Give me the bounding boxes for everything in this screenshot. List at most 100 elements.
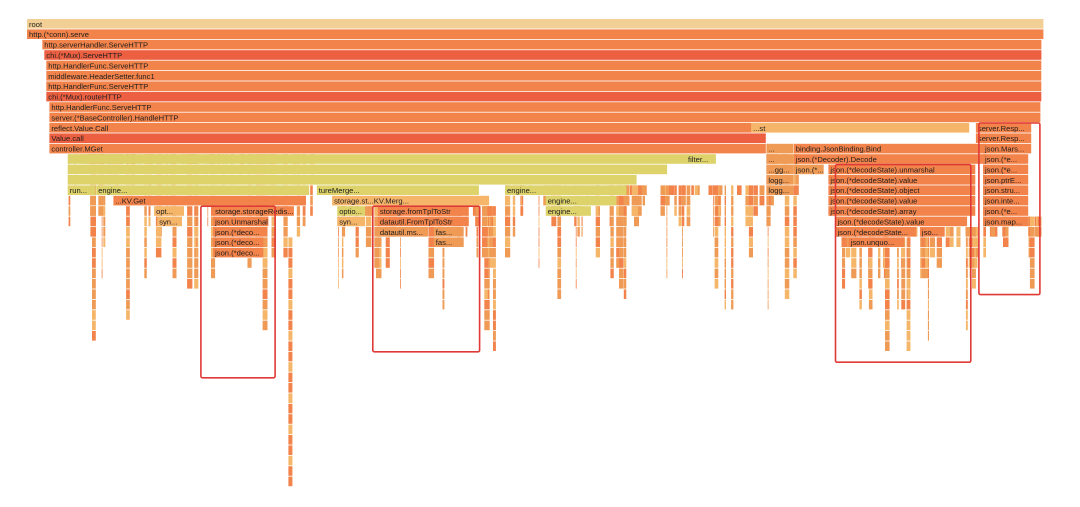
flame-frame[interactable]: json.(*decodeState).value — [828, 175, 976, 185]
flame-leaf-frame — [577, 227, 580, 237]
flame-leaf-frame — [288, 372, 293, 383]
flame-frame[interactable]: json.(*decodeState... — [835, 227, 917, 237]
flame-frame[interactable]: json.(*deco... — [213, 227, 264, 237]
flame-leaf-frame — [355, 247, 359, 258]
flame-frame[interactable]: syn... — [157, 216, 182, 227]
flame-leaf-frame — [271, 237, 276, 247]
flame-frame[interactable]: http.serverHandler.ServeHTTP — [42, 39, 1042, 50]
flame-frame[interactable]: ...KV.Get — [113, 195, 307, 206]
flame-leaf-frame — [574, 216, 577, 227]
flame-leaf-frame — [619, 206, 624, 216]
flame-frame[interactable]: run... — [67, 185, 96, 195]
flame-leaf-frame — [400, 258, 401, 268]
flame-frame[interactable]: tureMerge... — [316, 185, 479, 195]
flame-leaf-frame — [310, 206, 313, 216]
flame-frame[interactable]: filter... — [686, 154, 716, 164]
flame-frame[interactable]: json.Unmarshal — [213, 216, 269, 227]
flame-leaf-frame — [631, 185, 637, 195]
flame-leaf-frame — [784, 206, 790, 216]
flame-frame-label: ...st — [753, 124, 766, 133]
flame-frame[interactable]: json.(*deco... — [213, 247, 264, 258]
flame-leaf-frame — [148, 206, 151, 216]
flame-frame[interactable]: fas... — [433, 227, 464, 237]
flame-leaf-frame — [759, 185, 765, 195]
flame-frame[interactable]: server.Resp... — [975, 123, 1032, 133]
flame-leaf-frame — [288, 289, 293, 299]
flame-leaf-frame — [341, 268, 344, 279]
flame-frame[interactable]: datautil.FromTplToStr — [377, 216, 469, 227]
flame-frame[interactable]: json.(*... — [793, 164, 824, 175]
flame-leaf-frame — [793, 195, 797, 206]
flame-frame[interactable]: engine... — [545, 206, 591, 216]
flame-frame[interactable]: json.(*decodeState).value — [835, 216, 968, 227]
flame-frame[interactable]: root — [27, 19, 1044, 29]
flame-frame[interactable]: logg... — [766, 175, 794, 185]
flame-leaf-frame — [505, 237, 511, 247]
flame-frame[interactable]: json.(*decodeState).array — [828, 206, 976, 216]
flame-frame[interactable]: server.Resp... — [975, 133, 1032, 143]
flame-frame-label: chi.(*Mux).routeHTTP — [48, 93, 121, 102]
flame-frame[interactable]: engine... — [505, 185, 627, 195]
flame-frame[interactable]: http.(*conn).serve — [27, 29, 1044, 39]
flame-leaf-frame — [288, 258, 293, 268]
flame-frame[interactable]: json.(*e... — [983, 154, 1029, 164]
flame-frame[interactable]: opt... — [154, 206, 184, 216]
flame-frame-label: json.(*deco... — [214, 228, 259, 237]
flame-leaf-frame — [283, 237, 288, 247]
flame-frame[interactable]: ...gg... — [766, 164, 794, 175]
flame-frame[interactable]: datautil.ms... — [377, 227, 429, 237]
flame-frame-rect — [113, 195, 307, 206]
flame-leaf-frame — [965, 237, 968, 247]
flame-frame[interactable]: binding.JsonBinding.Bind — [793, 143, 987, 154]
flame-frame[interactable]: ... — [766, 154, 794, 164]
flame-frame[interactable]: storage.st...KV.Merg... — [332, 195, 490, 206]
flame-frame[interactable]: json.(*e... — [983, 164, 1029, 175]
flame-leaf-frame — [927, 299, 929, 310]
flame-frame[interactable]: json.(*decodeState).unmarshal — [828, 164, 976, 175]
flame-frame[interactable]: json.(*Decoder).Decode — [793, 154, 987, 164]
flame-frame[interactable]: chi.(*Mux).routeHTTP — [46, 91, 1042, 102]
flame-leaf-frame — [686, 185, 691, 195]
flame-frame[interactable]: server.(*BaseController).HandleHTTP — [49, 112, 1041, 123]
flame-frame[interactable]: json.(*deco... — [213, 237, 264, 247]
flame-frame[interactable]: storage.fromTplToStr — [377, 206, 469, 216]
flame-frame[interactable]: optio... — [337, 206, 366, 216]
flame-frame[interactable] — [67, 154, 688, 164]
flame-frame[interactable]: json.ptrE... — [983, 175, 1029, 185]
flame-frame[interactable]: storage.storageRedis... — [213, 206, 294, 216]
flame-leaf-frame — [767, 268, 769, 279]
flame-frame[interactable]: json.(*decodeState).value — [828, 195, 976, 206]
flame-frame[interactable]: json.stru... — [983, 185, 1029, 195]
flame-leaf-frame — [126, 216, 130, 227]
flame-frame[interactable]: http.HandlerFunc.ServeHTTP — [49, 102, 1041, 112]
flame-frame[interactable]: engine... — [96, 185, 310, 195]
flame-frame-rect — [67, 185, 96, 195]
flame-frame[interactable]: middleware.HeaderSetter.func1 — [46, 71, 1042, 81]
flame-frame[interactable]: json.(*decodeState).object — [828, 185, 976, 195]
flame-frame[interactable]: json.(*e... — [983, 206, 1029, 216]
flame-frame[interactable]: json.unquo... — [848, 237, 904, 247]
flame-frame[interactable]: fas... — [433, 237, 464, 247]
flame-frame[interactable]: ... — [766, 143, 794, 154]
flame-frame[interactable]: controller.MGet — [49, 143, 766, 154]
flame-frame[interactable]: ...st — [751, 123, 970, 133]
flame-frame[interactable]: engine... — [545, 195, 617, 206]
flame-frame[interactable]: json.map... — [983, 216, 1029, 227]
flame-frame[interactable]: http.HandlerFunc.ServeHTTP — [46, 81, 1042, 91]
flame-frame[interactable] — [67, 175, 637, 185]
flame-leaf-frame — [172, 258, 177, 268]
flame-frame[interactable]: jso... — [919, 227, 945, 237]
flame-frame[interactable]: syn... — [337, 216, 366, 227]
flame-frame-label: datautil.ms... — [380, 228, 423, 237]
flame-frame[interactable]: Value.call — [49, 133, 766, 143]
flame-frame[interactable]: json.Mars... — [983, 143, 1032, 154]
flame-frame[interactable]: chi.(*Mux).ServeHTTP — [44, 50, 1042, 60]
flame-frame[interactable]: http.HandlerFunc.ServeHTTP — [46, 60, 1042, 71]
flame-frame[interactable]: json.inte... — [983, 195, 1029, 206]
flame-frame[interactable]: logg... — [766, 185, 794, 195]
flame-leaf-frame — [983, 227, 986, 237]
flame-frame-label: json.(*deco... — [214, 238, 259, 247]
flame-leaf-frame — [172, 247, 177, 258]
flame-frame[interactable] — [67, 164, 668, 175]
flame-frame[interactable]: reflect.Value.Call — [49, 123, 766, 133]
